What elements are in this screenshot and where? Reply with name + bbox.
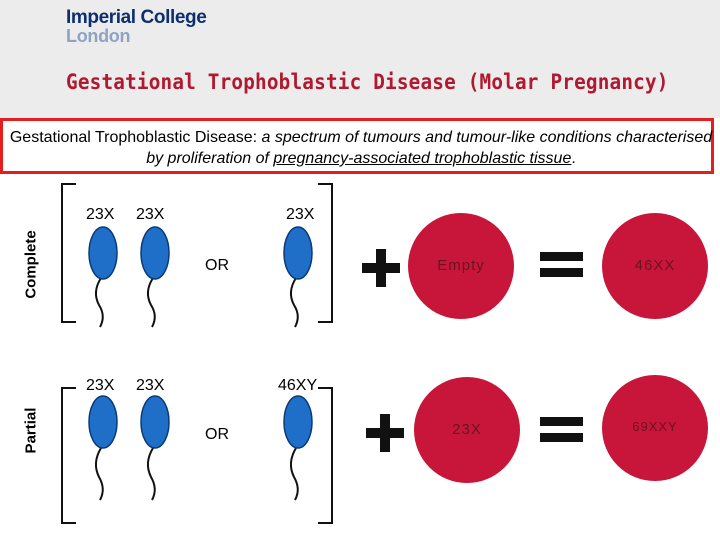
- result-partial: [602, 375, 708, 481]
- header-bar: Imperial College London Gestational Trop…: [0, 0, 720, 118]
- sperm-complete-1: [88, 226, 118, 328]
- egg-complete: [408, 213, 514, 319]
- definition-text: Gestational Trophoblastic Disease: a spe…: [7, 127, 715, 169]
- sperm-complete-2: [140, 226, 170, 328]
- bracket-left-partial: [61, 387, 76, 524]
- definition-separator: :: [252, 129, 262, 146]
- definition-underlined: pregnancy-associated trophoblastic tissu…: [273, 150, 572, 167]
- sperm-partial-3: [283, 395, 313, 501]
- bracket-left-complete: [61, 183, 76, 323]
- sperm-label-complete-3: 23X: [286, 206, 315, 223]
- equals-icon-partial: [540, 417, 583, 442]
- plus-icon-partial: [366, 414, 404, 452]
- bracket-right-complete: [318, 183, 333, 323]
- definition-body: a spectrum of tumours and tumour-like co…: [146, 129, 713, 167]
- sperm-label-complete-1: 23X: [86, 206, 115, 223]
- definition-term: Gestational Trophoblastic Disease: [9, 129, 253, 146]
- definition-box: Gestational Trophoblastic Disease: a spe…: [0, 118, 714, 174]
- sperm-label-partial-1: 23X: [86, 377, 115, 394]
- definition-end: .: [571, 150, 576, 167]
- egg-label-partial: 23X: [452, 421, 482, 438]
- sperm-label-partial-2: 23X: [136, 377, 165, 394]
- row-label-partial: Partial: [22, 407, 40, 454]
- egg-label-complete: Empty: [437, 257, 485, 274]
- sperm-partial-1: [88, 395, 118, 501]
- sperm-partial-2: [140, 395, 170, 501]
- result-complete: [602, 213, 708, 319]
- logo-line1: Imperial College: [66, 7, 207, 28]
- or-label-complete: OR: [205, 257, 229, 274]
- sperm-label-partial-3: 46XY: [278, 377, 318, 394]
- sperm-label-complete-2: 23X: [136, 206, 165, 223]
- plus-icon-complete: [362, 249, 400, 287]
- or-label-partial: OR: [205, 426, 229, 443]
- result-label-complete: 46XX: [634, 257, 676, 274]
- bracket-right-partial: [318, 387, 333, 524]
- equals-icon-complete: [540, 252, 583, 277]
- egg-partial: [414, 377, 520, 483]
- page-title: Gestational Trophoblastic Disease (Molar…: [66, 70, 669, 94]
- result-label-partial: 69XXY: [632, 419, 678, 434]
- logo-line2: London: [66, 26, 131, 46]
- sperm-complete-3: [283, 226, 313, 328]
- row-label-complete: Complete: [22, 230, 40, 299]
